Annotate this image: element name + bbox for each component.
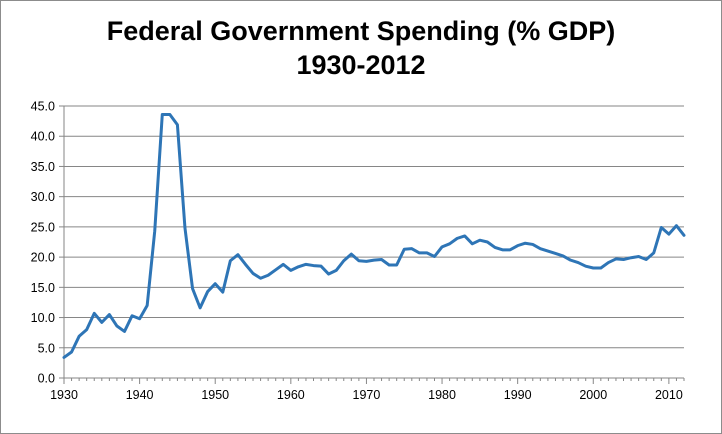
- y-tick-label: 5.0: [38, 341, 55, 355]
- series-line: [62, 112, 686, 359]
- x-tick-label: 1970: [353, 388, 381, 402]
- x-tick-label: 2010: [655, 388, 683, 402]
- y-axis-ticks: 0.0 5.0 10.0 15.0 20.0 25.0 30.0 35.0 40.0 45.0: [31, 100, 64, 386]
- chart-title: Federal Government Spending (% GDP) 1930…: [0, 14, 722, 82]
- y-tick-label: 10.0: [31, 311, 55, 325]
- y-tick-label: 0.0: [38, 372, 55, 386]
- gridlines: [64, 105, 684, 349]
- chart-title-line: Federal Government Spending (% GDP): [106, 16, 616, 46]
- series-group: [62, 112, 686, 359]
- y-tick-label: 25.0: [31, 220, 55, 234]
- y-tick-label: 20.0: [31, 251, 55, 265]
- x-tick-label: 1960: [277, 388, 305, 402]
- y-tick-label: 35.0: [31, 160, 55, 174]
- x-tick-label: 2000: [579, 388, 607, 402]
- y-tick-label: 15.0: [31, 281, 55, 295]
- y-tick-label: 45.0: [31, 100, 55, 114]
- x-axis-ticks: 1930 1940 1950 1960 1970 1980 1990 2000 2010: [50, 378, 685, 402]
- x-tick-label: 1930: [50, 388, 78, 402]
- x-tick-label: 1980: [428, 388, 456, 402]
- x-tick-label: 1950: [201, 388, 229, 402]
- chart-subtitle-line: 1930-2012: [296, 50, 426, 80]
- y-tick-label: 40.0: [31, 130, 55, 144]
- x-tick-label: 1940: [126, 388, 154, 402]
- y-tick-label: 30.0: [31, 190, 55, 204]
- axes: [63, 106, 684, 379]
- x-tick-label: 1990: [504, 388, 532, 402]
